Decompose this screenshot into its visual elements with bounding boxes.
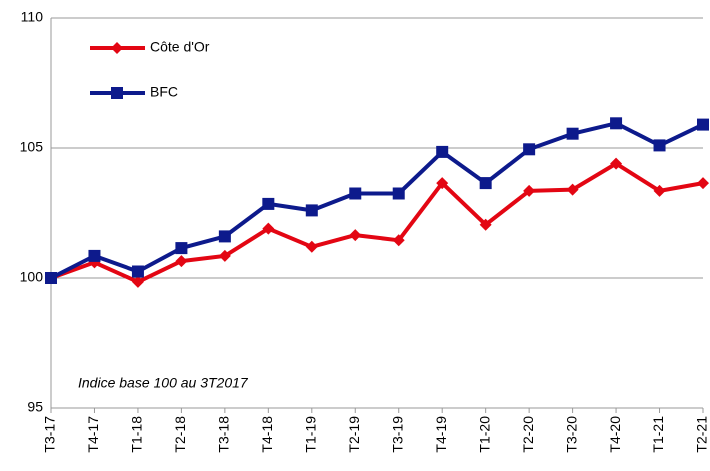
marker <box>218 230 231 243</box>
marker <box>392 187 405 200</box>
series-line <box>50 121 704 280</box>
marker <box>566 127 579 140</box>
x-tick-label: T4-18 <box>259 416 275 453</box>
x-tick-label: T1-18 <box>129 416 145 453</box>
marker <box>566 183 579 196</box>
marker <box>479 177 492 190</box>
y-tick-label: 110 <box>21 9 44 25</box>
x-tick-label: T4-19 <box>433 416 449 453</box>
x-tick-label: T4-17 <box>85 416 101 453</box>
x-tick-label: T2-20 <box>520 416 536 453</box>
y-tick-label: 100 <box>20 269 44 285</box>
marker <box>131 275 144 288</box>
marker <box>262 222 275 235</box>
marker <box>349 187 362 200</box>
y-tick-label: 105 <box>20 139 44 155</box>
marker <box>175 242 188 255</box>
marker <box>653 184 666 197</box>
marker <box>610 117 623 130</box>
x-tick-label: T1-20 <box>476 416 492 453</box>
legend-label: BFC <box>150 84 178 100</box>
x-tick-label: T1-21 <box>650 416 666 453</box>
annotation: Indice base 100 au 3T2017 <box>78 375 249 391</box>
marker <box>305 240 318 253</box>
marker <box>610 157 623 170</box>
legend-label: Côte d'Or <box>150 39 210 55</box>
x-tick-label: T3-17 <box>42 416 58 453</box>
marker <box>523 143 536 156</box>
marker <box>131 265 144 278</box>
x-tick-label: T1-19 <box>303 416 319 453</box>
x-tick-label: T3-18 <box>216 416 232 453</box>
marker <box>218 249 231 262</box>
marker <box>697 118 709 131</box>
marker <box>175 255 188 268</box>
x-tick-label: T2-19 <box>346 416 362 453</box>
marker <box>436 145 449 158</box>
x-tick-label: T2-18 <box>172 416 188 453</box>
marker <box>479 218 492 231</box>
series-line <box>50 161 704 284</box>
x-tick-label: T4-20 <box>607 416 623 453</box>
marker <box>88 249 101 262</box>
marker <box>523 184 536 197</box>
marker <box>45 272 57 284</box>
marker <box>111 87 123 99</box>
marker <box>436 177 449 190</box>
x-tick-label: T3-19 <box>389 416 405 453</box>
marker <box>349 229 362 242</box>
marker <box>305 204 318 217</box>
marker <box>111 42 123 54</box>
y-tick-label: 95 <box>27 399 43 415</box>
marker <box>392 234 405 247</box>
marker <box>262 197 275 210</box>
marker <box>697 177 709 190</box>
x-tick-label: T3-20 <box>563 416 579 453</box>
marker <box>653 139 666 152</box>
x-tick-label: T2-21 <box>694 416 710 453</box>
